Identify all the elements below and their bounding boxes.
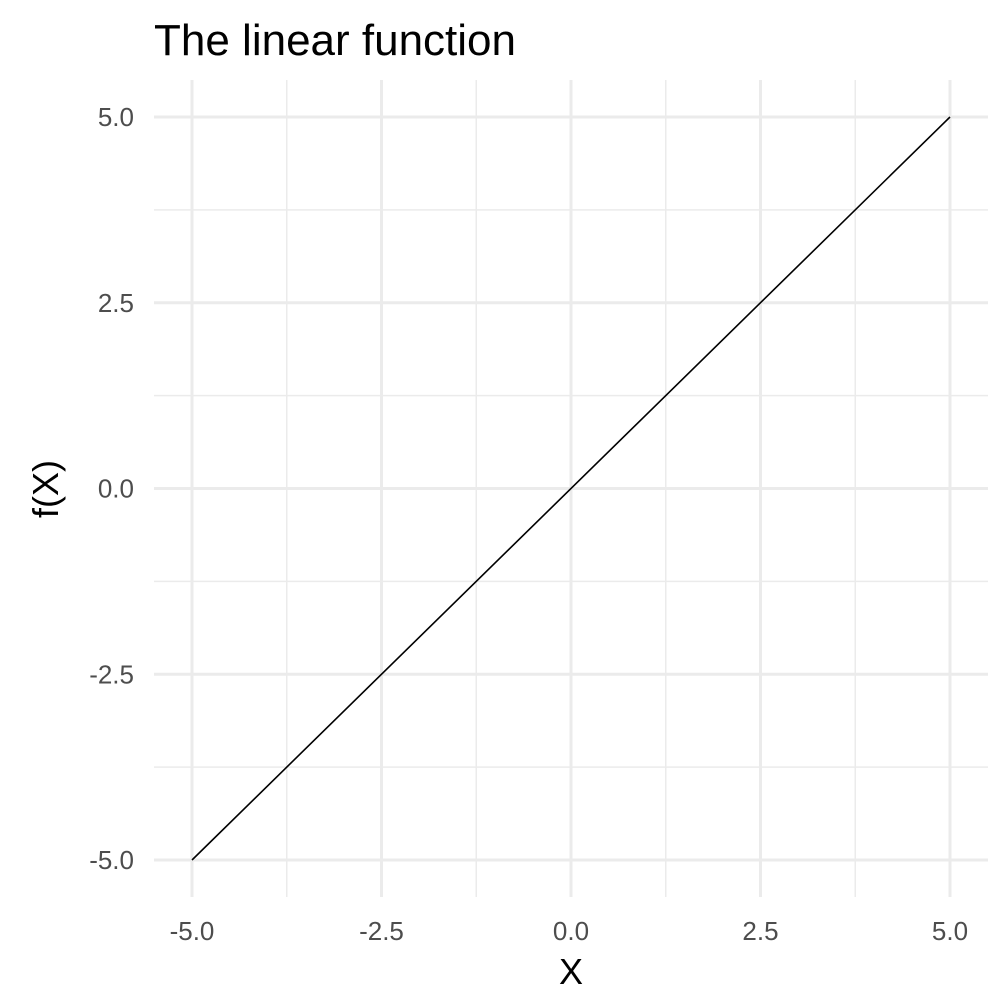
data-series bbox=[191, 116, 951, 861]
y-tick-label: 2.5 bbox=[98, 288, 134, 318]
x-tick-labels: -5.0 -2.5 0.0 2.5 5.0 bbox=[170, 916, 968, 946]
y-tick-label: -5.0 bbox=[89, 845, 134, 875]
x-tick-label: 0.0 bbox=[553, 916, 589, 946]
x-axis-title: X bbox=[559, 951, 583, 992]
series-line bbox=[191, 116, 951, 861]
chart-title: The linear function bbox=[154, 16, 516, 65]
x-tick-label: -5.0 bbox=[170, 916, 215, 946]
major-gridlines bbox=[154, 80, 988, 897]
x-tick-label: 2.5 bbox=[742, 916, 778, 946]
y-tick-labels: -5.0 -2.5 0.0 2.5 5.0 bbox=[89, 102, 134, 875]
y-axis-title: f(X) bbox=[25, 460, 66, 518]
y-tick-label: -2.5 bbox=[89, 659, 134, 689]
y-tick-label: 5.0 bbox=[98, 102, 134, 132]
x-tick-label: -2.5 bbox=[359, 916, 404, 946]
x-tick-label: 5.0 bbox=[932, 916, 968, 946]
y-tick-label: 0.0 bbox=[98, 474, 134, 504]
